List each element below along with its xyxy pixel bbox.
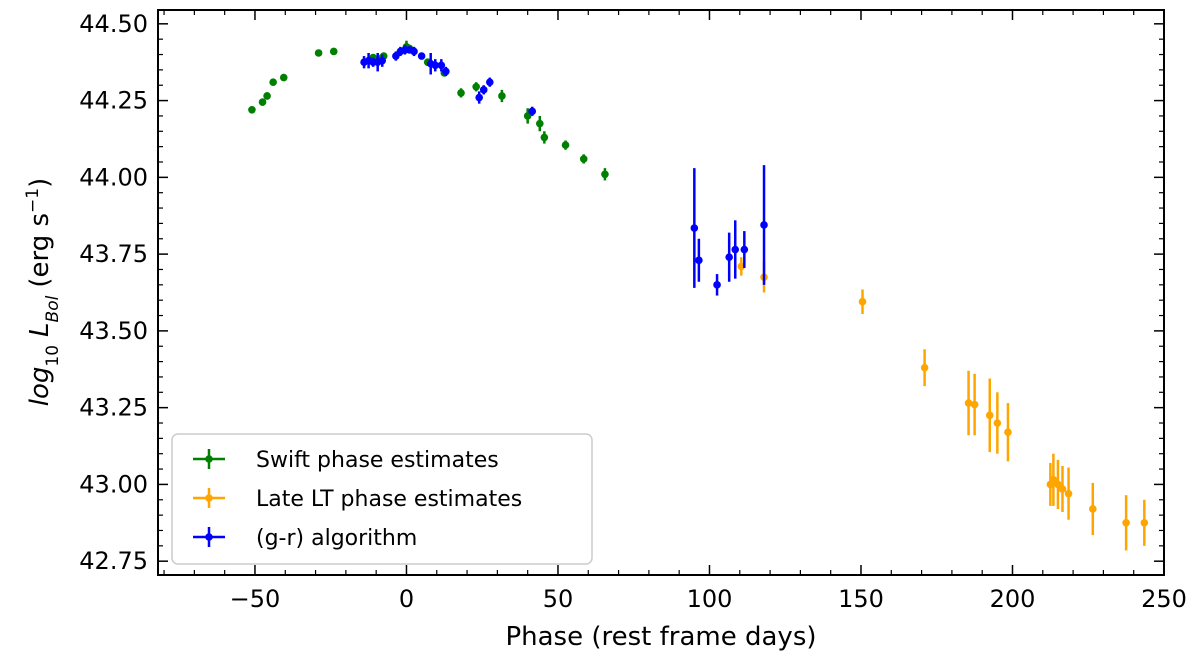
y-tick-label: 44.25 [79,87,148,115]
data-point [690,224,699,232]
data-point [970,400,979,409]
data-point [695,256,703,265]
x-tick-label: 150 [838,585,884,613]
legend-marker-dot [205,533,213,541]
data-point [535,119,544,128]
series-group [737,257,1149,551]
data-point [740,245,749,254]
y-axis-title-exp: −1 [23,188,43,213]
tick-labels: −50 0 50 100 150 200 250 42.75 43.00 43.25 43.50 43… [79,10,1187,613]
data-point [985,411,994,420]
x-tick-label: 200 [990,585,1036,613]
data-point [472,82,480,91]
y-axis-title: log10 LBol (erg s−1) [23,178,63,406]
data-point [329,47,338,56]
data-point [731,245,740,254]
legend-label: Swift phase estimates [256,448,499,473]
y-axis-title-L: L [25,322,55,337]
data-point [417,52,426,60]
data-point [1058,485,1067,493]
x-tick-label: 100 [687,585,733,613]
data-point [498,92,506,100]
data-point [1122,518,1130,527]
x-tick-label: −50 [230,585,281,613]
x-tick-label: 0 [399,585,414,613]
data-point [920,363,929,372]
y-tick-label: 43.50 [79,317,148,345]
legend: Swift phase estimates Late LT phase estim… [171,433,593,565]
data-point [528,107,537,116]
data-point [248,105,256,114]
y-tick-label: 43.25 [79,394,148,422]
data-point [314,49,323,57]
data-point [1140,518,1149,527]
y-tick-label: 42.75 [79,547,148,575]
legend-label: (g-r) algorithm [256,526,417,551]
data-point [579,155,588,163]
data-point [410,47,418,56]
data-point [964,399,973,407]
plot-frame [157,9,1165,576]
data-point [279,73,288,82]
data-point [431,61,440,70]
legend-box [171,433,593,565]
data-point [760,221,768,229]
legend-marker-dot [205,455,213,463]
y-tick-label: 43.75 [79,240,148,268]
data-point [479,86,488,94]
y-axis-title-units: (erg s [25,213,55,288]
data-point [269,78,277,86]
data-point [475,93,483,102]
y-axis-title-log-sub: 10 [43,345,63,367]
data-point [540,133,549,142]
y-tick-label: 43.00 [79,470,148,498]
data-point [1064,489,1073,498]
y-tick-label: 44.50 [79,10,148,38]
data-point [601,170,609,179]
x-tick-label: 250 [1141,585,1187,613]
data-point [378,56,387,65]
x-tick-label: 50 [543,585,574,613]
plot-series [248,40,1149,551]
data-point [263,92,271,100]
x-axis-title: Phase (rest frame days) [505,622,816,652]
y-axis-title-log: log [25,367,55,407]
data-point [485,78,494,86]
data-point [437,61,446,70]
y-axis-title-close: ) [25,178,55,188]
series-group [360,45,768,296]
data-point [993,419,1002,427]
y-tick-label: 44.00 [79,163,148,191]
data-point [725,253,733,261]
data-point [858,297,867,306]
y-axis-title-L-sub: Bol [43,295,63,322]
legend-marker-dot [205,494,213,502]
data-point [561,141,570,149]
legend-label: Late LT phase estimates [256,487,522,512]
data-point [457,89,465,97]
data-point [442,67,450,76]
data-point [713,281,721,289]
data-point [258,98,267,106]
data-point [1088,505,1097,513]
data-point [1004,428,1012,437]
